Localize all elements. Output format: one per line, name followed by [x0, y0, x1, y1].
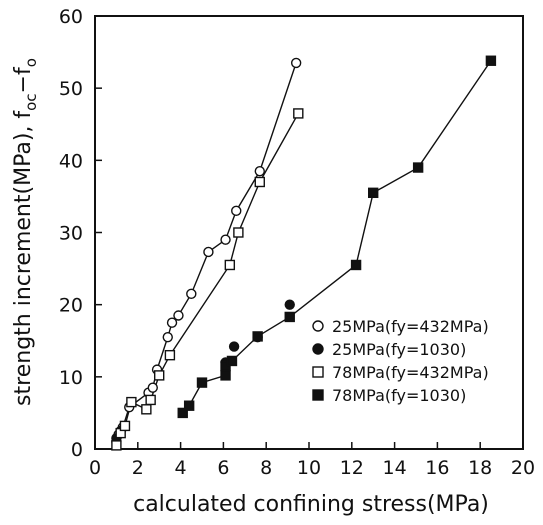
data-point — [350, 259, 362, 271]
x-tick-label: 10 — [297, 457, 321, 479]
data-point — [368, 187, 379, 199]
x-tick-label: 20 — [511, 457, 535, 479]
data-point — [412, 162, 424, 173]
y-tick-label: 60 — [59, 6, 83, 28]
legend-label: 25MPa(fy=1030) — [332, 340, 466, 359]
data-point — [224, 259, 236, 271]
series-points-3 — [177, 55, 497, 419]
data-point — [177, 407, 188, 419]
data-point — [186, 288, 197, 300]
x-tick-label: 16 — [425, 457, 449, 479]
y-axis-title: strength increment(MPa), foc−fo — [11, 58, 40, 406]
data-point — [162, 331, 173, 343]
legend: 25MPa(fy=432MPa) 25MPa(fy=1030) 78MPa(fy=4… — [312, 317, 489, 405]
legend-marker — [312, 343, 324, 355]
series-points-2 — [111, 108, 304, 451]
plot-frame — [94, 15, 524, 450]
x-tick-label: 18 — [468, 457, 492, 479]
data-point — [196, 377, 208, 388]
y-axis-title-sub-oc: oc — [22, 93, 40, 110]
x-tick-label: 14 — [383, 457, 407, 479]
data-point — [293, 108, 304, 119]
x-tick-label: 2 — [132, 457, 144, 479]
data-point — [153, 370, 165, 381]
y-tick-label: 20 — [59, 295, 83, 317]
y-tick-label: 0 — [71, 439, 83, 461]
data-point — [173, 310, 184, 321]
data-point — [284, 311, 295, 323]
legend-label: 78MPa(fy=432MPa) — [332, 363, 489, 382]
legend-label: 78MPa(fy=1030) — [332, 386, 466, 405]
x-tick-label: 6 — [217, 457, 229, 479]
y-tick-label: 30 — [59, 223, 83, 245]
x-axis-ticks: 0 2 4 6 8 10 12 14 16 18 20 — [89, 442, 535, 479]
series-points-0 — [111, 57, 302, 447]
data-point — [141, 404, 152, 415]
series-layer — [111, 55, 497, 451]
data-point — [252, 331, 263, 342]
data-point — [203, 246, 214, 258]
data-point — [254, 176, 265, 188]
x-tick-label: 4 — [175, 457, 187, 479]
plot-area-border — [94, 15, 524, 450]
y-tick-label: 50 — [59, 78, 83, 100]
x-tick-label: 0 — [89, 457, 101, 479]
series-line-0 — [115, 62, 297, 442]
y-axis-title-sub-o: o — [22, 58, 40, 67]
y-tick-label: 10 — [59, 367, 83, 389]
y-tick-label: 40 — [59, 150, 83, 172]
y-axis-ticks: 0 10 20 30 40 50 60 — [59, 6, 102, 461]
legend-marker — [312, 320, 324, 332]
data-point — [220, 370, 231, 381]
data-point — [126, 396, 137, 408]
y-axis-title-main: strength increment(MPa), f — [11, 110, 36, 406]
data-point — [290, 57, 302, 69]
x-tick-label: 8 — [260, 457, 272, 479]
data-point — [254, 165, 265, 177]
x-axis-title: calculated confining stress(MPa) — [133, 492, 489, 517]
data-point — [164, 349, 176, 361]
data-point — [228, 341, 240, 352]
x-tick-label: 12 — [340, 457, 364, 479]
data-point — [111, 440, 122, 451]
data-point — [284, 299, 295, 310]
y-axis-title-minus-f: −f — [11, 66, 36, 93]
data-point — [119, 420, 131, 432]
data-point — [485, 55, 497, 66]
data-point — [226, 355, 238, 367]
data-point — [231, 205, 242, 217]
series-points-1 — [111, 299, 295, 444]
data-point — [220, 234, 231, 245]
legend-marker — [312, 366, 324, 378]
data-point — [166, 317, 178, 328]
legend-label: 25MPa(fy=432MPa) — [332, 317, 489, 336]
data-point — [145, 394, 156, 406]
data-point — [147, 382, 158, 393]
legend-marker — [312, 389, 324, 401]
data-point — [183, 400, 195, 411]
data-point — [233, 227, 244, 238]
